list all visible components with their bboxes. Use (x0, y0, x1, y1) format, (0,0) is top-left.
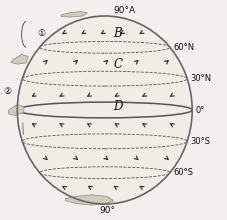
Polygon shape (11, 54, 28, 64)
Text: ②: ② (3, 87, 11, 96)
Text: B: B (114, 27, 122, 40)
Text: 60°S: 60°S (173, 168, 193, 177)
Ellipse shape (17, 16, 192, 204)
Text: 0°: 0° (195, 106, 205, 114)
Text: ①: ① (37, 29, 46, 38)
Polygon shape (61, 12, 87, 17)
Text: C: C (113, 58, 122, 71)
Text: 30°S: 30°S (190, 137, 210, 146)
Text: 30°N: 30°N (190, 74, 212, 83)
Text: D: D (113, 100, 123, 113)
Polygon shape (65, 195, 114, 205)
Text: 90°A: 90°A (114, 6, 136, 15)
Text: 90°: 90° (99, 206, 115, 215)
Polygon shape (9, 104, 24, 116)
Text: 60°N: 60°N (173, 43, 194, 52)
